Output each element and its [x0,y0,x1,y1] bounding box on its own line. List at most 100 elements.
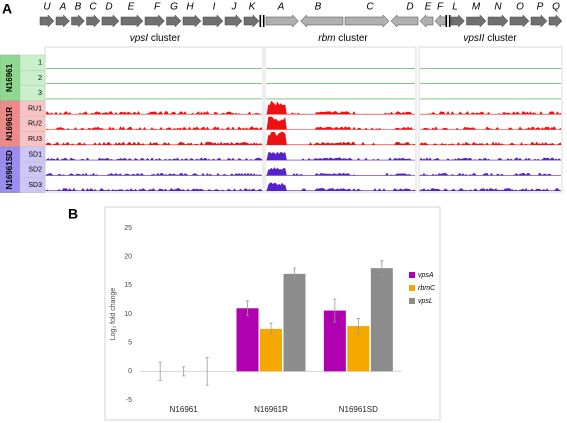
y-axis-title: Log₂ fold change [110,288,117,341]
gene-arrow [39,14,55,28]
bar [283,273,306,372]
track-label: SD1 [28,151,42,158]
coverage-trace [266,182,416,192]
track-label: 3 [38,90,42,97]
gene-label: A [277,2,285,13]
track-label: SD3 [28,182,42,189]
cluster-label: rbm cluster [318,33,368,44]
panel-label: B [68,206,78,222]
gene-label: Q [552,2,560,13]
bar [347,326,370,372]
coverage-trace [266,131,417,146]
break-mark [259,15,262,27]
gene-arrow [71,14,85,28]
gene-arrow [144,14,165,28]
legend-label: rbmC [418,285,436,292]
gene-label: F [437,2,444,13]
gene-arrow [548,14,563,28]
gene-arrow [466,14,487,28]
cluster-label: vpsII cluster [463,33,517,44]
gene-label: G [170,2,178,13]
cluster-name: vpsII [463,33,484,44]
gene-arrow [300,14,344,28]
gene-label: J [231,2,238,13]
y-tick-label: 15 [124,282,132,289]
break-mark [445,15,448,27]
gene-label: K [249,2,257,13]
gene-arrow [344,14,390,28]
error-bar [356,318,360,334]
cluster-word: cluster [338,33,368,44]
coverage-trace [45,141,263,146]
legend-label: vpsL [418,298,433,305]
gene-label: A [59,2,67,13]
gene-label: P [537,2,544,13]
gene-arrow [166,14,182,28]
coverage-trace [419,187,561,192]
bar [236,308,259,372]
gene-label: I [213,2,216,13]
cluster-name: vpsI [130,33,149,44]
group-label: N16961SD [5,150,14,189]
error-bar [158,361,162,381]
coverage-trace [419,141,562,146]
gene-label: C [89,2,97,13]
coverage-trace [420,126,562,131]
break-mark [448,15,451,27]
gene-arrow [530,14,548,28]
gene-arrow [450,14,465,28]
coverage-trace [45,172,262,176]
coverage-trace [419,157,561,161]
gene-arrow [265,14,299,28]
group-label: N16961R [5,107,14,141]
y-tick-label: 10 [124,311,132,318]
track-column [264,46,417,193]
bar [323,310,346,372]
track-column [418,46,563,193]
coverage-trace [266,167,415,176]
gene-arrow [487,14,509,28]
gene-arrow [202,14,224,28]
track-label: RU1 [28,105,42,112]
gene-arrow [55,14,70,28]
gene-label: E [425,2,432,13]
legend-label: vpsA [418,272,434,279]
track-label: SD2 [28,167,42,174]
legend-swatch [409,298,415,304]
track-label: 1 [38,59,42,66]
y-tick-label: 0 [128,368,132,375]
coverage-trace [266,116,415,130]
gene-label: B [75,2,82,13]
gene-label: N [494,2,502,13]
gene-arrow [434,14,447,28]
track-column [44,46,264,193]
x-tick-label: N16961SD [339,405,378,414]
y-tick-label: 5 [128,340,132,347]
gene-label: O [516,2,524,13]
gene-label: F [154,2,161,13]
legend-swatch [409,272,415,278]
coverage-trace [418,172,561,176]
y-tick-label: 20 [124,254,132,261]
gene-label: L [452,2,458,13]
bar [260,328,282,372]
coverage-trace [420,111,562,115]
gene-label: U [43,2,51,13]
gene-label: D [406,2,413,13]
gene-label: B [315,2,322,13]
coverage-trace [45,111,262,115]
track-label: 2 [38,75,42,82]
group-label: N16961 [5,63,14,92]
gene-label: D [105,2,112,13]
track-label: RU2 [28,121,42,128]
error-bar [205,357,209,386]
cluster-name: rbm [318,33,335,44]
coverage-trace [45,126,263,131]
y-tick-label: -5 [126,397,132,404]
gene-arrow [224,14,243,28]
bar [370,268,393,372]
gene-arrow [390,14,419,28]
y-tick-label: 25 [124,225,132,232]
cluster-word: cluster [487,33,517,44]
